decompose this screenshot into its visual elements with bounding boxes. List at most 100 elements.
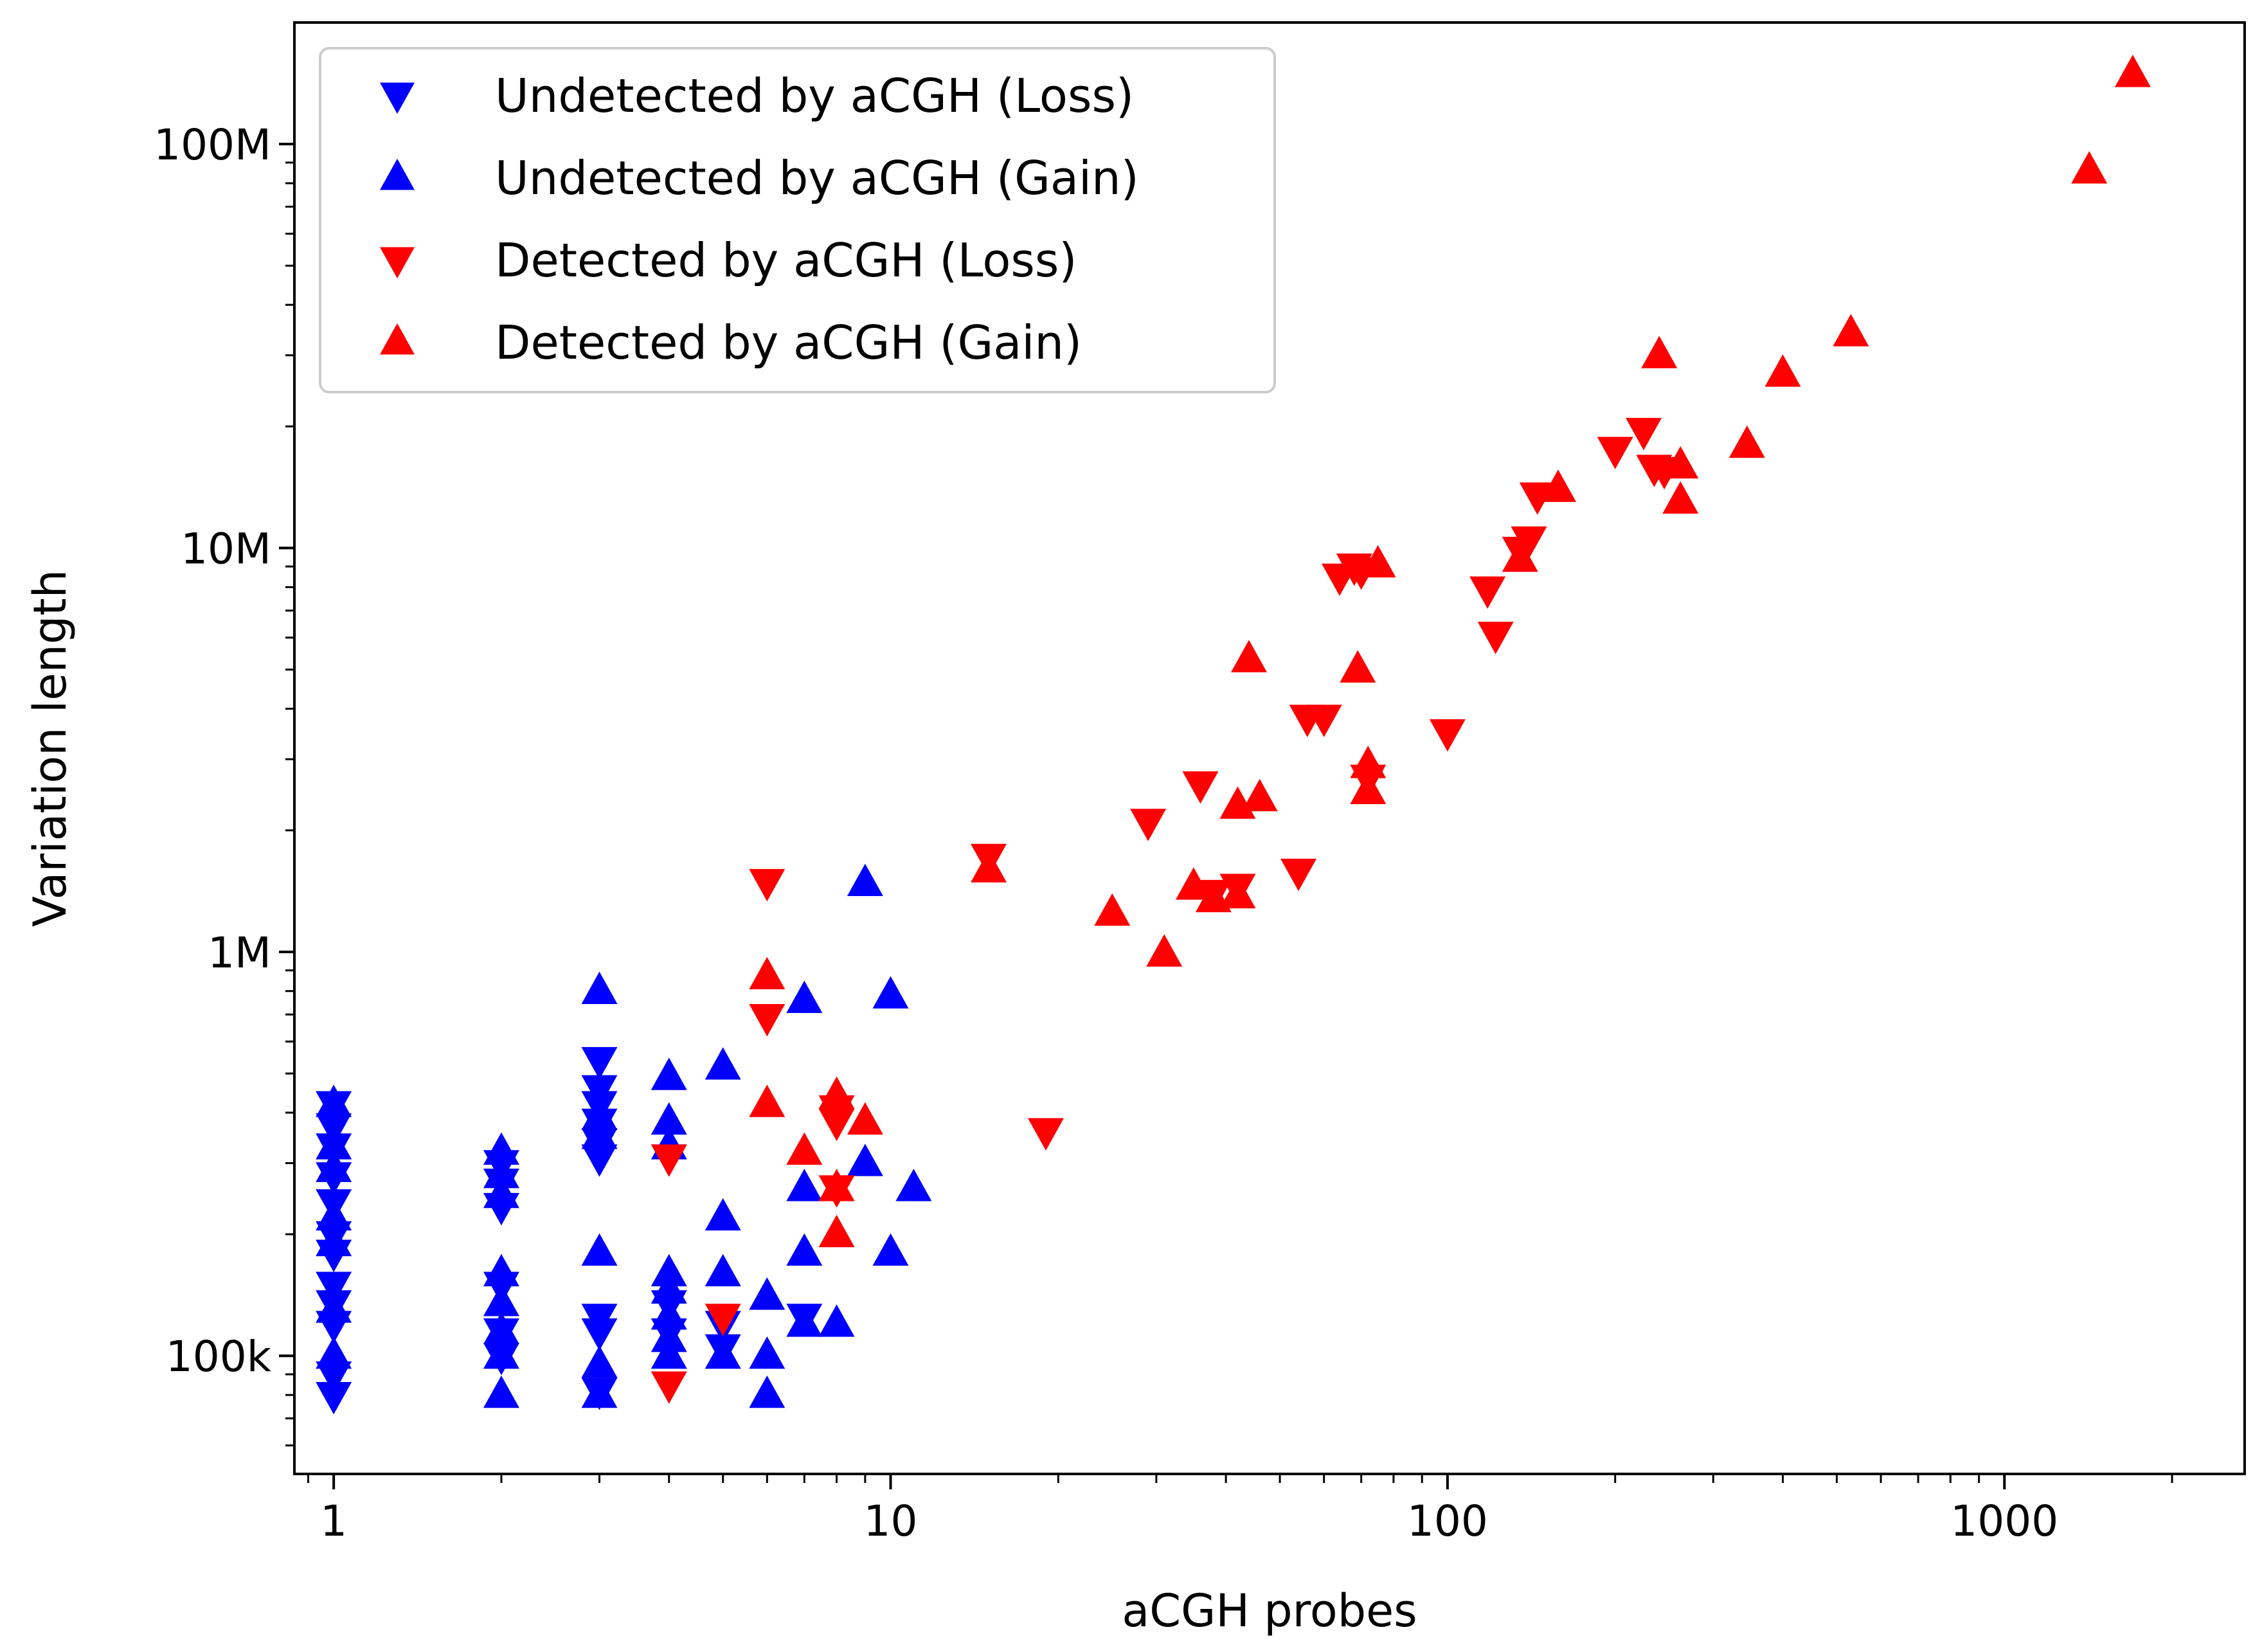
data-point xyxy=(483,1175,519,1208)
data-point xyxy=(818,1076,855,1109)
data-point xyxy=(2114,55,2151,87)
data-point xyxy=(1662,481,1699,514)
data-point xyxy=(749,956,785,990)
data-point xyxy=(2071,151,2108,184)
legend-label: Undetected by aCGH (Loss) xyxy=(495,69,1134,123)
data-point xyxy=(818,1169,855,1201)
data-point xyxy=(1833,314,1869,346)
y-tick-label: 10M xyxy=(181,525,271,574)
data-point xyxy=(749,1277,785,1310)
legend-label: Detected by aCGH (Gain) xyxy=(495,316,1082,370)
y-tick-label: 100M xyxy=(154,120,271,170)
data-point xyxy=(847,863,883,897)
data-point xyxy=(1540,469,1577,502)
legend-label: Detected by aCGH (Loss) xyxy=(495,233,1077,287)
data-point xyxy=(1028,1118,1064,1151)
data-point xyxy=(1175,867,1212,900)
data-point xyxy=(316,1198,352,1231)
data-point xyxy=(818,1108,855,1142)
data-point xyxy=(847,1144,883,1176)
data-point xyxy=(651,1271,687,1304)
data-point xyxy=(1511,526,1547,559)
data-point xyxy=(1764,354,1801,387)
data-point xyxy=(1626,418,1662,451)
legend-label: Undetected by aCGH (Gain) xyxy=(495,151,1139,205)
data-point xyxy=(872,1233,909,1266)
series-2 xyxy=(316,863,932,1408)
x-axis-label: aCGH probes xyxy=(1122,1585,1417,1637)
data-point xyxy=(581,1318,618,1351)
data-point xyxy=(316,1223,352,1257)
data-point xyxy=(786,1132,823,1165)
legend-box xyxy=(319,47,1276,393)
data-point xyxy=(581,1046,618,1080)
data-point xyxy=(316,1290,352,1323)
data-point xyxy=(1469,576,1506,609)
data-point xyxy=(749,1003,785,1037)
data-point xyxy=(316,1381,352,1415)
data-point xyxy=(651,1371,687,1404)
data-point xyxy=(651,1297,687,1330)
x-tick-label: 100 xyxy=(1407,1496,1488,1546)
data-point xyxy=(1306,705,1342,737)
data-point xyxy=(1662,446,1699,479)
data-point xyxy=(483,1375,519,1408)
data-point xyxy=(651,1336,687,1369)
data-point xyxy=(1429,719,1466,752)
data-point xyxy=(1094,893,1131,926)
data-point xyxy=(581,1144,618,1177)
data-point xyxy=(1350,746,1387,778)
x-axis: 1 10 100 1000 xyxy=(320,1474,2058,1546)
data-point xyxy=(1241,778,1278,812)
data-point xyxy=(749,1336,785,1369)
data-point xyxy=(1146,934,1183,967)
x-tick-label: 10 xyxy=(864,1496,918,1546)
data-point xyxy=(847,1102,883,1135)
data-point xyxy=(895,1169,932,1201)
data-point xyxy=(651,1057,687,1090)
data-point xyxy=(1130,809,1167,841)
plot-frame xyxy=(293,21,2246,1475)
data-point xyxy=(786,1304,823,1337)
data-point xyxy=(316,1084,352,1117)
data-point xyxy=(749,868,785,902)
legend-marker xyxy=(380,158,415,190)
data-point xyxy=(1182,771,1219,804)
data-point xyxy=(1477,622,1514,654)
data-point xyxy=(581,1345,618,1378)
y-tick-label: 1M xyxy=(208,928,271,978)
data-point xyxy=(316,1127,352,1160)
data-point xyxy=(316,1336,352,1369)
data-point xyxy=(1350,771,1387,804)
data-point xyxy=(749,1084,785,1117)
data-point xyxy=(581,1097,618,1131)
data-point xyxy=(971,850,1007,883)
data-point xyxy=(1280,858,1317,892)
data-point xyxy=(1519,482,1556,515)
data-point xyxy=(483,1132,519,1165)
data-point xyxy=(1219,875,1256,909)
data-point xyxy=(651,1102,687,1135)
minor-ticks xyxy=(285,161,2173,1483)
data-point xyxy=(1641,336,1678,368)
legend-marker xyxy=(380,82,415,114)
data-point xyxy=(749,1375,785,1408)
data-point xyxy=(818,1304,855,1337)
y-axis-label: Variation length xyxy=(24,570,76,927)
data-point xyxy=(651,1253,687,1287)
data-point xyxy=(1502,539,1538,572)
data-point xyxy=(1340,650,1376,683)
y-axis: 100k 1M 10M 100M xyxy=(154,120,294,1381)
data-point xyxy=(818,1214,855,1248)
data-point xyxy=(483,1311,519,1345)
data-point xyxy=(316,1361,352,1394)
data-point xyxy=(316,1149,352,1182)
data-point xyxy=(581,1117,618,1149)
legend-marker xyxy=(380,247,415,279)
data-point xyxy=(483,1253,519,1287)
x-tick-label: 1000 xyxy=(1950,1496,2058,1546)
data-point xyxy=(483,1284,519,1316)
data-point xyxy=(786,1169,823,1201)
data-point xyxy=(705,1336,741,1369)
